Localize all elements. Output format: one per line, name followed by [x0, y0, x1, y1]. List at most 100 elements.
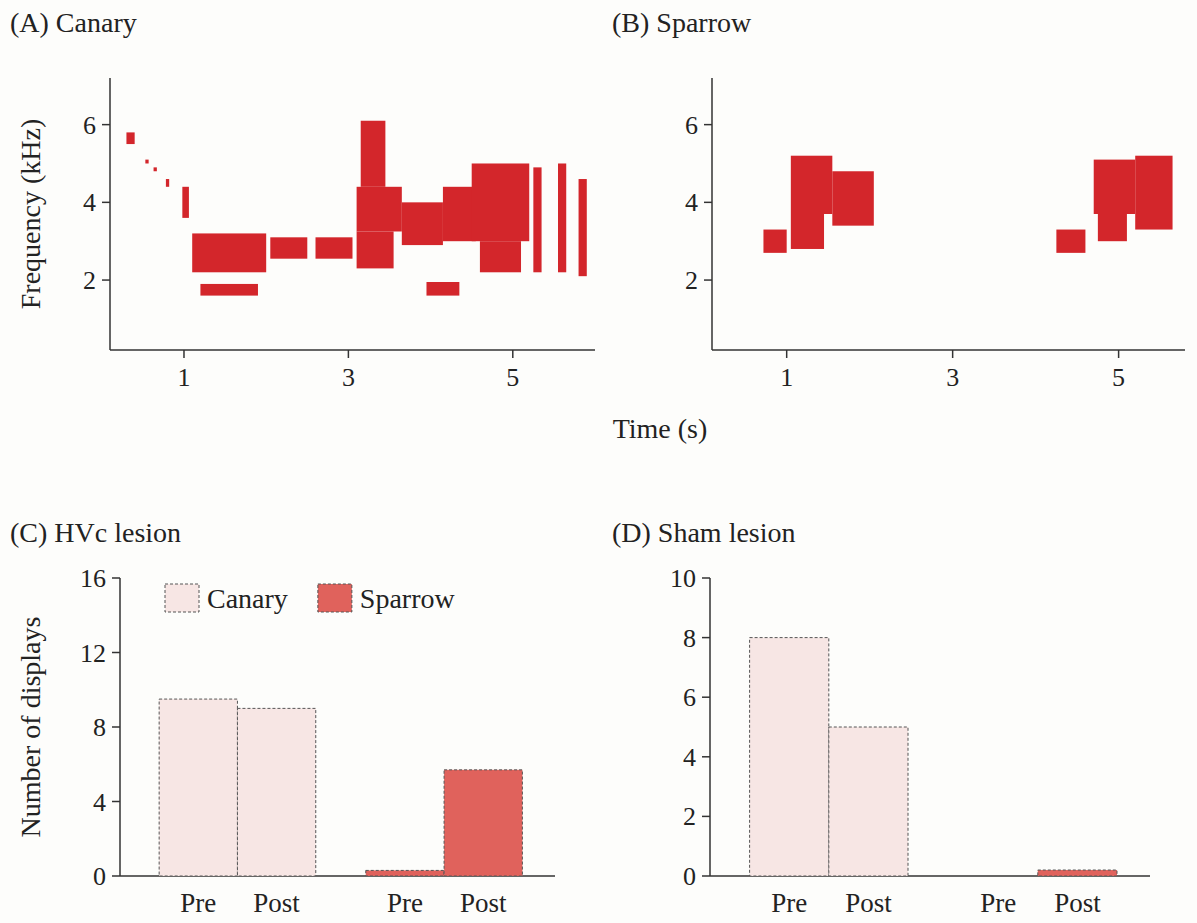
y-tick [704, 279, 712, 281]
y-tick [102, 124, 110, 126]
syllable [443, 187, 476, 241]
syllable [270, 237, 307, 258]
marks [126, 121, 586, 296]
category-label: Pre [771, 888, 807, 918]
y-tick-label: 2 [683, 802, 696, 831]
syllable [357, 231, 394, 268]
y-tick-label: 0 [683, 862, 696, 891]
syllable [200, 284, 258, 296]
y-tick [704, 124, 712, 126]
panel: (B) Sparrow246135 [612, 7, 1185, 392]
syllable [1098, 214, 1127, 241]
syllable [763, 230, 786, 253]
x-tick [348, 350, 350, 358]
category-label: Pre [980, 888, 1016, 918]
panel: (D) Sham lesion 0 2 4 6 8 10 Pre Post Pre Post [612, 517, 1150, 918]
syllable [1094, 160, 1135, 214]
syllable [182, 187, 189, 218]
bar [366, 870, 444, 876]
syllable [361, 121, 386, 187]
x-tick-label: 1 [780, 363, 793, 392]
y-axis [711, 78, 713, 350]
bar [959, 876, 1038, 877]
syllable [472, 163, 530, 241]
category-label: Pre [387, 888, 423, 918]
y-tick-label: 4 [683, 743, 696, 772]
y-tick-label: 4 [83, 188, 96, 217]
bar [750, 638, 829, 876]
x-tick [1118, 350, 1120, 358]
syllable [126, 132, 134, 144]
panel-title: (A) Canary [10, 7, 137, 38]
x-axis [712, 349, 1185, 351]
x-tick-label: 1 [177, 363, 190, 392]
legend-swatch [318, 584, 352, 612]
bar [159, 699, 237, 876]
syllable [154, 167, 157, 171]
y-tick [702, 696, 710, 698]
bar [1038, 870, 1117, 876]
y-tick [112, 801, 120, 803]
marks [763, 156, 1172, 253]
x-tick-label: 3 [946, 363, 959, 392]
legend-swatch [165, 584, 199, 612]
syllable [1135, 156, 1172, 230]
y-tick-label: 2 [83, 266, 96, 295]
y-tick [702, 577, 710, 579]
y-tick [702, 875, 710, 877]
bar [444, 770, 522, 876]
y-axis [109, 78, 111, 350]
bar [829, 727, 908, 876]
y-tick-label: 10 [670, 564, 696, 593]
y-tick [112, 577, 120, 579]
syllable [145, 160, 148, 164]
category-label: Post [845, 888, 892, 918]
syllable [480, 241, 521, 272]
y-tick [702, 637, 710, 639]
x-tick [952, 350, 954, 358]
panel: (C) HVc lesion0481216PrePostPrePostNumbe… [10, 517, 555, 918]
legend-label: Sparrow [360, 583, 456, 614]
y-tick-label: 2 [685, 266, 698, 295]
x-tick-label: 3 [342, 363, 355, 392]
bar [237, 708, 315, 876]
panel-title: (C) HVc lesion [10, 517, 181, 548]
y-tick-label: 8 [93, 713, 106, 742]
syllable [1056, 230, 1085, 253]
syllable [791, 156, 832, 214]
syllable [402, 202, 443, 245]
y-tick-label: 8 [683, 624, 696, 653]
y-tick-label: 16 [80, 564, 106, 593]
y-tick [704, 202, 712, 204]
y-tick-label: 12 [80, 639, 106, 668]
x-tick [786, 350, 788, 358]
y-axis-title: Frequency (kHz) [15, 119, 46, 309]
y-tick [102, 202, 110, 204]
syllable [426, 282, 459, 296]
y-axis [709, 578, 711, 876]
syllable [558, 163, 566, 272]
panel: (A) Canary246135Frequency (kHz)Time (s) [10, 7, 707, 444]
syllable [192, 233, 266, 272]
y-tick-label: 6 [683, 683, 696, 712]
x-tick-label: 5 [1112, 363, 1125, 392]
legend-label: Canary [207, 583, 288, 614]
syllable [791, 214, 824, 249]
x-tick [512, 350, 514, 358]
panel-title: (B) Sparrow [612, 7, 752, 38]
syllable [533, 167, 541, 272]
category-label: Pre [180, 888, 216, 918]
figure: (A) Canary246135Frequency (kHz)Time (s)(… [0, 0, 1197, 923]
syllable [166, 179, 169, 187]
y-tick [702, 816, 710, 818]
y-tick [112, 726, 120, 728]
y-tick-label: 0 [93, 862, 106, 891]
category-label: Post [1054, 888, 1101, 918]
y-tick-label: 6 [685, 111, 698, 140]
y-tick [112, 875, 120, 877]
syllable [832, 171, 873, 225]
panel-title: (D) Sham lesion [612, 517, 796, 548]
marks [159, 699, 522, 876]
x-axis [110, 349, 595, 351]
y-tick [702, 756, 710, 758]
